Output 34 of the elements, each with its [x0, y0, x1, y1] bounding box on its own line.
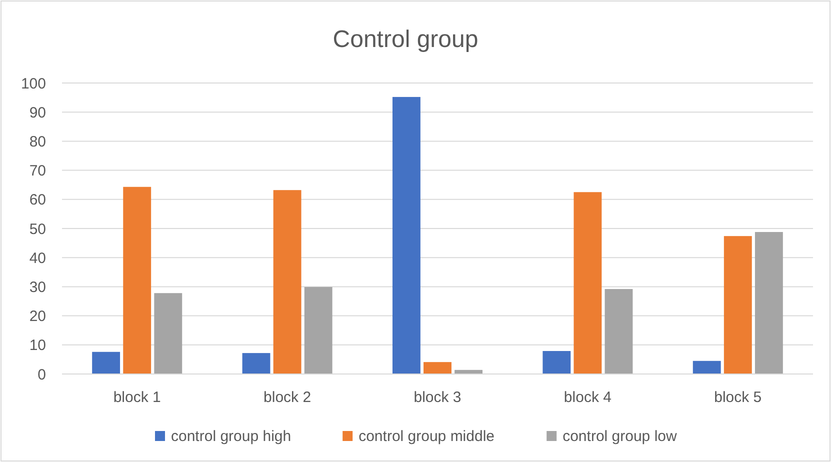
x-tick-label: block 1: [113, 389, 161, 406]
bar: [392, 96, 420, 374]
y-tick-label: 80: [29, 133, 46, 150]
y-tick-label: 30: [29, 278, 46, 296]
x-tick-label: block 4: [564, 389, 612, 406]
bar: [154, 293, 182, 374]
bar: [692, 360, 721, 374]
x-tick-label: block 5: [714, 389, 762, 406]
bar: [242, 353, 270, 374]
bar: [724, 236, 752, 374]
bar: [424, 362, 452, 374]
chart-title: Control group: [332, 26, 478, 53]
bar: [304, 286, 332, 374]
legend-label: control group low: [562, 428, 677, 445]
y-tick-label: 10: [29, 337, 46, 354]
y-tick-label: 50: [29, 220, 46, 238]
y-tick-label: 70: [29, 162, 46, 180]
bar: [273, 190, 302, 374]
y-tick-label: 20: [29, 308, 46, 326]
y-tick-label: 90: [29, 104, 46, 122]
bar: [92, 352, 120, 374]
y-tick-label: 100: [20, 75, 46, 92]
y-tick-label: 60: [29, 192, 46, 209]
x-tick-label: block 3: [414, 389, 462, 406]
bar: [604, 289, 633, 374]
bar: [123, 186, 152, 374]
y-tick-label: 0: [38, 366, 46, 384]
legend-label: control group middle: [358, 428, 495, 445]
bar: [542, 351, 571, 374]
y-tick-label: 40: [29, 250, 46, 267]
bar: [574, 192, 602, 374]
x-tick-label: block 2: [264, 389, 312, 406]
bar: [754, 232, 783, 374]
legend-label: control group high: [171, 428, 292, 445]
